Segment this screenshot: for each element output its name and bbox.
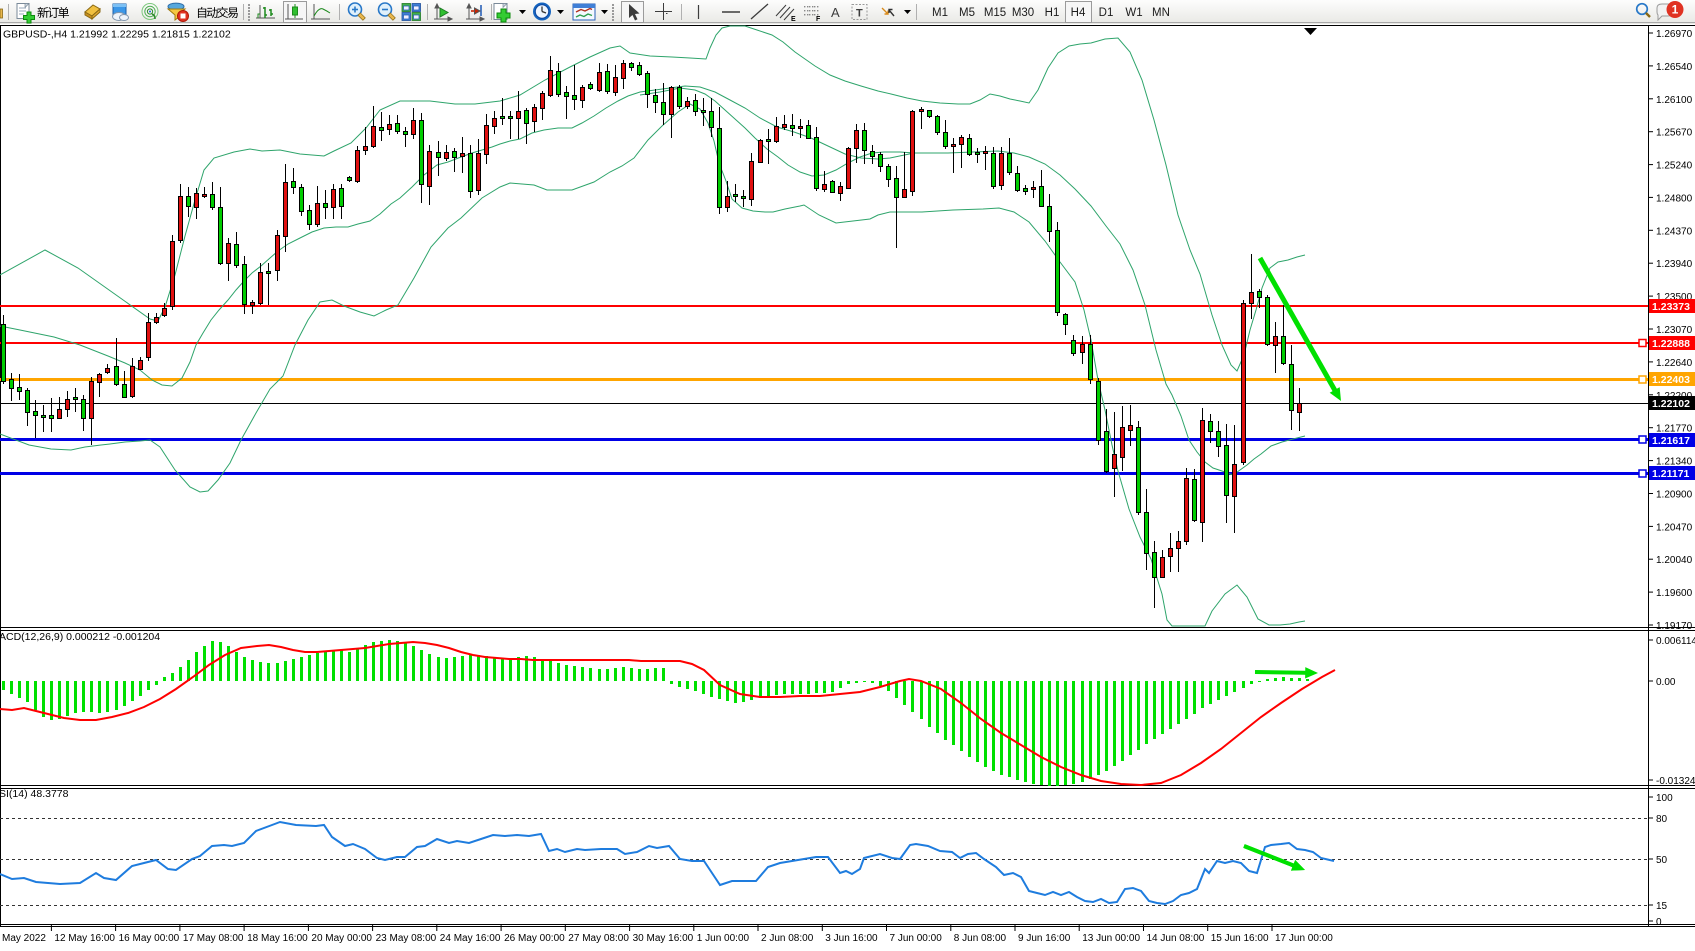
svg-text:M30: M30	[1012, 7, 1034, 19]
svg-text:1.22888: 1.22888	[1652, 338, 1690, 350]
svg-text:1.22640: 1.22640	[1656, 358, 1693, 369]
svg-text:17 May 08:00: 17 May 08:00	[183, 933, 244, 944]
svg-text:3 Jun 16:00: 3 Jun 16:00	[825, 933, 878, 944]
svg-text:1.20900: 1.20900	[1656, 490, 1693, 501]
svg-text:ACD(12,26,9) 0.000212 -0.00120: ACD(12,26,9) 0.000212 -0.001204	[0, 631, 160, 643]
svg-text:15 Jun 16:00: 15 Jun 16:00	[1211, 933, 1269, 944]
svg-text:1.24800: 1.24800	[1656, 193, 1693, 204]
svg-text:50: 50	[1656, 855, 1668, 866]
svg-text:15: 15	[1656, 901, 1668, 912]
svg-text:1.26970: 1.26970	[1656, 29, 1693, 40]
svg-text:17 Jun 00:00: 17 Jun 00:00	[1275, 933, 1333, 944]
svg-text:-0.013241: -0.013241	[1656, 776, 1695, 787]
svg-text:1.19600: 1.19600	[1656, 588, 1693, 599]
svg-text:1.19170: 1.19170	[1656, 621, 1693, 632]
svg-text:14 Jun 08:00: 14 Jun 08:00	[1147, 933, 1205, 944]
svg-text:13 Jun 00:00: 13 Jun 00:00	[1082, 933, 1140, 944]
svg-text:1.22102: 1.22102	[1652, 398, 1690, 410]
svg-text:SI(14) 48.3778: SI(14) 48.3778	[0, 788, 69, 800]
svg-text:1.20040: 1.20040	[1656, 555, 1693, 566]
svg-text:1.21617: 1.21617	[1652, 435, 1690, 447]
svg-text:9 Jun 16:00: 9 Jun 16:00	[1018, 933, 1071, 944]
svg-text:8 Jun 08:00: 8 Jun 08:00	[954, 933, 1007, 944]
svg-text:24 May 16:00: 24 May 16:00	[440, 933, 501, 944]
svg-text:E: E	[791, 16, 796, 23]
svg-text:1.23940: 1.23940	[1656, 259, 1693, 270]
svg-text:18 May 16:00: 18 May 16:00	[247, 933, 308, 944]
svg-text:20 May 00:00: 20 May 00:00	[311, 933, 372, 944]
svg-text:16 May 00:00: 16 May 00:00	[119, 933, 180, 944]
svg-text:23 May 08:00: 23 May 08:00	[376, 933, 437, 944]
svg-text:0.00: 0.00	[1656, 677, 1676, 688]
svg-text:MN: MN	[1152, 7, 1170, 19]
svg-text:1: 1	[1672, 3, 1679, 17]
svg-text:M5: M5	[959, 7, 975, 19]
svg-text:1.21171: 1.21171	[1652, 468, 1690, 480]
svg-text:12 May 16:00: 12 May 16:00	[54, 933, 115, 944]
svg-text:H1: H1	[1045, 7, 1060, 19]
svg-text:H4: H4	[1071, 7, 1086, 19]
svg-text:1.20470: 1.20470	[1656, 522, 1693, 533]
svg-text:1.22403: 1.22403	[1652, 374, 1690, 386]
svg-text:80: 80	[1656, 814, 1668, 825]
svg-text:F: F	[816, 16, 821, 23]
svg-text:1.23070: 1.23070	[1656, 325, 1693, 336]
svg-text:M15: M15	[984, 7, 1006, 19]
svg-text:1.21340: 1.21340	[1656, 457, 1693, 468]
svg-text:1.23500: 1.23500	[1656, 292, 1693, 303]
svg-text:May 2022: May 2022	[2, 933, 46, 944]
svg-text:100: 100	[1656, 793, 1673, 804]
svg-text:A: A	[831, 5, 840, 20]
svg-text:7 Jun 00:00: 7 Jun 00:00	[890, 933, 943, 944]
svg-text:1.24370: 1.24370	[1656, 226, 1693, 237]
svg-text:0.006114: 0.006114	[1656, 636, 1695, 647]
svg-text:2 Jun 08:00: 2 Jun 08:00	[761, 933, 814, 944]
svg-text:GBPUSD-,H4 1.21992 1.22295 1.: GBPUSD-,H4 1.21992 1.22295 1.21815 1.221…	[3, 29, 231, 41]
svg-text:26 May 00:00: 26 May 00:00	[504, 933, 565, 944]
svg-text:M1: M1	[932, 7, 948, 19]
svg-text:1.26540: 1.26540	[1656, 62, 1693, 73]
svg-text:30 May 16:00: 30 May 16:00	[633, 933, 694, 944]
svg-text:W1: W1	[1125, 7, 1142, 19]
svg-text:1.21770: 1.21770	[1656, 424, 1693, 435]
svg-text:27 May 08:00: 27 May 08:00	[568, 933, 629, 944]
svg-text:0: 0	[1656, 917, 1662, 928]
svg-text:1.26100: 1.26100	[1656, 95, 1693, 106]
svg-text:1.25670: 1.25670	[1656, 128, 1693, 139]
svg-text:1 Jun 00:00: 1 Jun 00:00	[697, 933, 750, 944]
svg-text:T: T	[856, 8, 863, 20]
svg-text:1.23373: 1.23373	[1652, 301, 1690, 313]
svg-text:D1: D1	[1099, 7, 1114, 19]
svg-text:1.25240: 1.25240	[1656, 161, 1693, 172]
